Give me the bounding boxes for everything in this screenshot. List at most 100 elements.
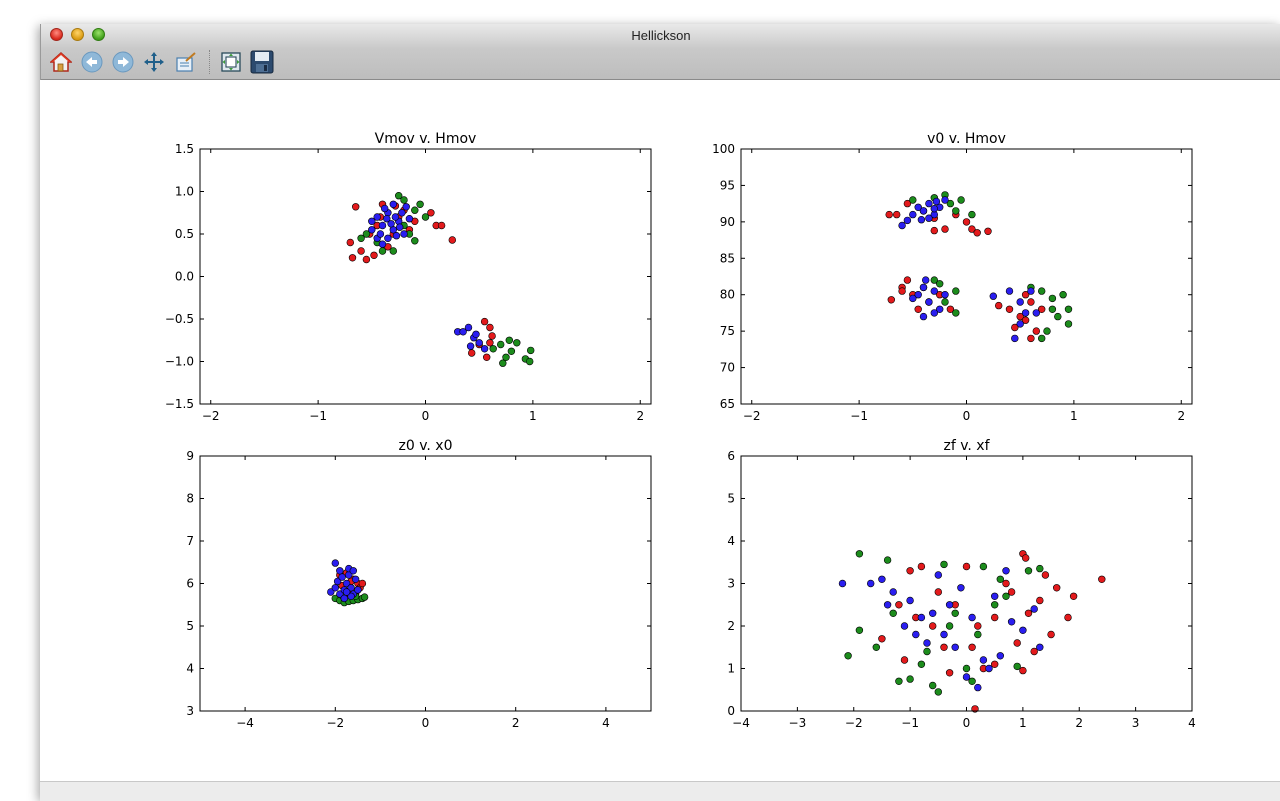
- scatter-point-blue: [996, 652, 1004, 660]
- y-tick-label: −1.0: [165, 355, 194, 369]
- scatter-point-green: [951, 609, 959, 617]
- y-tick-label: 4: [727, 534, 735, 548]
- scatter-point-green: [928, 681, 937, 690]
- y-tick-label: 4: [186, 662, 194, 676]
- scatter-point-red: [1052, 584, 1061, 592]
- x-tick-label: 1: [1070, 409, 1078, 423]
- subplot-2: −2 −1 0 1 2 65 70 75 80 85 90 95 100 v0 v. Hmov: [712, 131, 1193, 423]
- y-tick-label: 6: [186, 577, 194, 591]
- y-tick-label: 80: [720, 288, 735, 302]
- minimize-window-button[interactable]: [71, 28, 84, 41]
- scatter-point-red: [984, 227, 992, 236]
- scatter-point-blue: [340, 594, 348, 603]
- scatter-point-blue: [1005, 287, 1014, 295]
- scatter-point-blue: [1011, 334, 1019, 343]
- plot-area: [741, 456, 1192, 711]
- scatter-point-red: [488, 332, 496, 340]
- zoom-button[interactable]: [174, 50, 198, 74]
- scatter-point-green: [378, 247, 387, 255]
- y-tick-label: 3: [186, 704, 194, 718]
- scatter-point-green: [996, 575, 1004, 583]
- scatter-point-red: [941, 225, 949, 233]
- home-button[interactable]: [49, 50, 73, 74]
- x-tick-label: 3: [1132, 716, 1140, 730]
- scatter-point-green: [1002, 592, 1010, 600]
- scatter-point-green: [1013, 662, 1021, 671]
- scatter-point-red: [1036, 596, 1044, 605]
- subplot-title: z0 v. x0: [399, 438, 453, 454]
- title-bar[interactable]: Hellickson: [41, 24, 1280, 80]
- scatter-point-red: [352, 203, 360, 211]
- scatter-point-blue: [914, 291, 922, 299]
- scatter-point-red: [1041, 571, 1050, 579]
- scatter-point-green: [934, 688, 942, 696]
- scatter-point-blue: [1019, 626, 1027, 634]
- scatter-point-red: [1016, 312, 1024, 321]
- scatter-point-blue: [373, 213, 381, 221]
- scatter-point-green: [360, 593, 369, 601]
- window-title: Hellickson: [631, 28, 691, 43]
- x-tick-label: −4: [732, 716, 750, 730]
- scatter-point-blue: [968, 613, 976, 622]
- scatter-point-blue: [935, 305, 944, 313]
- scatter-point-red: [1027, 334, 1035, 343]
- save-button[interactable]: [250, 50, 274, 74]
- close-window-button[interactable]: [50, 28, 63, 41]
- x-tick-label: 0: [422, 716, 430, 730]
- back-button[interactable]: [80, 50, 104, 74]
- x-tick-label: 1: [1019, 716, 1027, 730]
- scatter-point-blue: [351, 575, 360, 583]
- scatter-point-green: [1064, 305, 1073, 313]
- scatter-point-blue: [383, 215, 391, 223]
- scatter-point-blue: [962, 673, 971, 681]
- scatter-point-green: [952, 207, 960, 215]
- x-tick-label: −1: [850, 409, 868, 423]
- scatter-point-green: [416, 200, 424, 209]
- scatter-point-red: [1027, 298, 1035, 306]
- scatter-point-red: [887, 296, 895, 304]
- scatter-point-red: [1021, 554, 1030, 562]
- scatter-point-blue: [989, 292, 997, 300]
- scatter-point-red: [1019, 666, 1027, 675]
- scatter-point-green: [935, 280, 944, 288]
- forward-arrow-icon: [112, 51, 134, 73]
- scatter-point-blue: [464, 323, 473, 332]
- plot-area: [200, 456, 651, 711]
- scatter-point-green: [1037, 334, 1046, 343]
- scatter-point-red: [1047, 630, 1055, 639]
- scatter-point-blue: [909, 210, 917, 219]
- scatter-point-red: [898, 287, 906, 295]
- y-tick-label: 95: [720, 178, 735, 192]
- scatter-point-blue: [376, 230, 385, 238]
- scatter-point-red: [1021, 316, 1030, 324]
- scatter-point-blue: [919, 283, 928, 292]
- scatter-point-green: [513, 339, 521, 347]
- zoom-window-button[interactable]: [92, 28, 105, 41]
- scatter-point-red: [1064, 613, 1072, 622]
- scatter-point-blue: [957, 584, 965, 592]
- scatter-point-green: [844, 652, 852, 660]
- scatter-point-blue: [941, 196, 949, 204]
- scatter-point-red: [962, 562, 971, 571]
- scatter-point-blue: [400, 230, 408, 238]
- scatter-point-red: [1011, 323, 1019, 332]
- subplot-title: zf v. xf: [943, 438, 990, 454]
- home-icon: [50, 51, 72, 72]
- scatter-point-red: [968, 643, 976, 651]
- pan-button[interactable]: [142, 50, 166, 74]
- scatter-point-blue: [925, 298, 933, 306]
- scatter-point-green: [917, 660, 926, 668]
- scatter-point-green: [411, 206, 419, 214]
- scatter-point-green: [502, 353, 510, 361]
- scatter-point-green: [909, 196, 917, 204]
- scatter-point-blue: [1036, 643, 1044, 651]
- scatter-point-blue: [387, 220, 395, 228]
- scatter-point-green: [952, 287, 960, 295]
- figure-canvas[interactable]: −2 −1 0 1 2 −1.5 −1.0 −0.5 0.0 0.5 1.0 1.5 Vmov v. H…: [40, 80, 1280, 781]
- scatter-point-red: [358, 579, 367, 588]
- x-tick-label: 0: [963, 716, 971, 730]
- forward-button[interactable]: [111, 50, 135, 74]
- scatter-point-blue: [459, 328, 467, 336]
- configure-subplots-button[interactable]: [219, 50, 243, 74]
- plot-area: [200, 149, 651, 404]
